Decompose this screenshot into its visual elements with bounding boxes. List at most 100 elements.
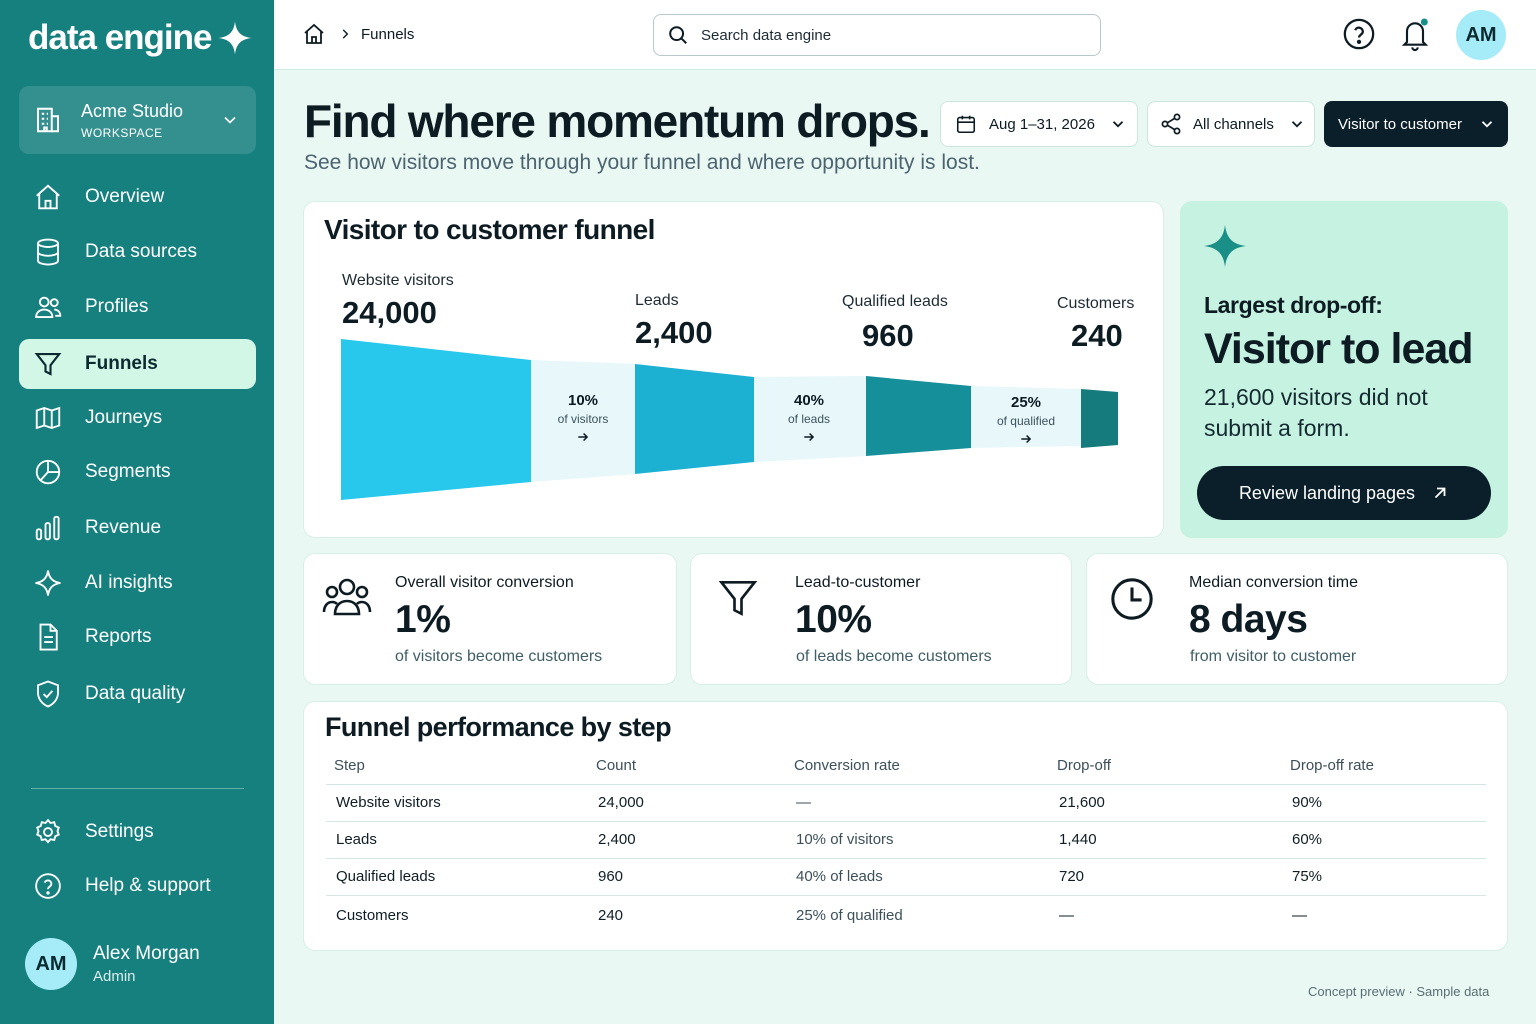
sparkle-icon <box>35 570 61 596</box>
stage-name: Leads <box>635 292 679 309</box>
nav-item-segments[interactable]: Segments <box>19 447 256 497</box>
conversion-basis: of visitors <box>557 412 609 426</box>
nav-item-data-sources[interactable]: Data sources <box>19 227 256 277</box>
table-row[interactable]: Qualified leads 960 40% of leads 720 75% <box>326 858 1486 896</box>
insight-card: Largest drop-off: Visitor to lead 21,600… <box>1180 201 1508 538</box>
help-icon[interactable] <box>1342 17 1376 51</box>
search-box[interactable] <box>653 14 1101 56</box>
workspace-name: Acme Studio <box>81 100 184 121</box>
table-cell: 240 <box>598 906 624 924</box>
kpi-card-overall-conversion: Overall visitor conversion 1% of visitor… <box>303 553 677 685</box>
nav-label: AI insights <box>85 572 173 593</box>
nav-item-overview[interactable]: Overview <box>19 172 256 222</box>
kpi-subtext: of visitors become customers <box>395 648 603 665</box>
database-icon <box>37 238 59 266</box>
bell-icon[interactable] <box>1399 16 1431 52</box>
stage-value: 2,400 <box>635 315 713 350</box>
funnel-selector-label: Visitor to customer <box>1338 115 1462 133</box>
funnel-stage-qualified-leads[interactable] <box>866 376 971 456</box>
map-icon <box>35 406 61 430</box>
avatar[interactable]: AM <box>1456 10 1506 60</box>
sparkle-icon <box>1203 224 1247 268</box>
insight-kicker: Largest drop-off: <box>1204 292 1383 318</box>
funnel-chart <box>341 339 1118 500</box>
workspace-switcher[interactable]: Acme Studio WORKSPACE <box>19 86 256 154</box>
table-cell: 720 <box>1049 858 1282 896</box>
kpi-label: Overall visitor conversion <box>395 574 574 591</box>
column-header[interactable]: Count <box>588 748 786 785</box>
table-cell: — <box>786 784 1049 822</box>
channel-filter[interactable]: All channels <box>1147 101 1315 147</box>
table-cell: 90% <box>1282 784 1486 822</box>
top-bar: Funnels AM <box>274 0 1536 70</box>
breadcrumb[interactable]: Funnels <box>361 26 415 43</box>
table-row[interactable]: Customers 240 25% of qualified — — <box>326 895 1486 935</box>
user-profile[interactable]: AM Alex Morgan Admin <box>25 938 200 990</box>
funnel-stage-leads[interactable] <box>635 364 754 474</box>
nav-label: Overview <box>85 186 165 207</box>
stage-value: 240 <box>1071 318 1123 353</box>
footer-note: Concept preview · Sample data <box>1308 984 1490 999</box>
funnel-stage-customers[interactable] <box>1081 389 1118 448</box>
table-row[interactable]: Leads 2,400 10% of visitors 1,440 60% <box>326 821 1486 859</box>
nav-item-reports[interactable]: Reports <box>19 612 256 662</box>
table-cell: 24,000 <box>588 784 786 822</box>
brand-name: data engine <box>28 18 212 57</box>
sparkle-icon <box>218 21 252 55</box>
nav-item-help-support[interactable]: Help & support <box>19 861 256 911</box>
home-icon[interactable] <box>302 22 326 46</box>
brand-logo[interactable]: data engine <box>28 18 253 58</box>
nav-item-ai-insights[interactable]: AI insights <box>19 558 256 608</box>
share-icon <box>1161 113 1181 135</box>
column-header[interactable]: Conversion rate <box>786 748 1049 785</box>
funnel-connector-2 <box>754 376 866 462</box>
table-cell: Leads <box>326 821 588 859</box>
users-icon <box>35 296 62 318</box>
column-header[interactable]: Drop-off rate <box>1282 748 1486 785</box>
user-role: Admin <box>93 968 136 985</box>
kpi-card-lead-to-customer: Lead-to-customer 10% of leads become cus… <box>690 553 1072 685</box>
column-header[interactable]: Step <box>326 748 588 785</box>
conversion-basis: of leads <box>787 412 831 426</box>
nav-item-funnels[interactable]: Funnels <box>19 339 256 389</box>
date-range-filter[interactable]: Aug 1–31, 2026 <box>940 101 1138 147</box>
column-header[interactable]: Drop-off <box>1049 748 1282 785</box>
review-landing-pages-button[interactable]: Review landing pages <box>1197 466 1491 520</box>
table-cell: Customers <box>336 906 409 924</box>
chevron-down-icon <box>1112 121 1124 128</box>
calendar-icon <box>956 115 976 134</box>
users-group-icon <box>322 578 372 616</box>
table-title: Funnel performance by step <box>325 712 672 742</box>
nav-item-revenue[interactable]: Revenue <box>19 503 256 553</box>
stage-name: Customers <box>1057 295 1135 312</box>
chevron-down-icon <box>224 116 236 124</box>
arrow-right-icon <box>804 432 815 442</box>
kpi-value: 8 days <box>1189 598 1308 641</box>
conversion-basis: of qualified <box>996 414 1056 428</box>
table-cell: — <box>1059 906 1074 924</box>
funnel-stage-website-visitors[interactable] <box>341 339 531 500</box>
button-label: Review landing pages <box>1238 482 1416 503</box>
channel-label: All channels <box>1193 115 1274 133</box>
nav-item-settings[interactable]: Settings <box>19 807 256 857</box>
kpi-subtext: of leads become customers <box>796 648 992 665</box>
nav-label: Profiles <box>85 296 149 317</box>
search-icon <box>669 26 687 44</box>
conversion-rate: 40% <box>793 392 825 409</box>
search-input[interactable] <box>701 26 1081 44</box>
table-cell: 21,600 <box>1049 784 1282 822</box>
table-cell: 25% of qualified <box>796 906 903 924</box>
date-range-label: Aug 1–31, 2026 <box>989 115 1095 133</box>
nav-item-profiles[interactable]: Profiles <box>19 282 256 332</box>
insight-body: 21,600 visitors did not submit a form. <box>1204 384 1428 441</box>
table-row[interactable]: Website visitors 24,000 — 21,600 90% <box>326 784 1486 822</box>
pie-icon <box>35 459 61 485</box>
arrow-right-icon <box>578 432 589 442</box>
funnel-icon <box>718 580 758 616</box>
nav-label: Settings <box>85 821 154 842</box>
table-cell: Website visitors <box>326 784 588 822</box>
nav-label: Help & support <box>85 875 211 896</box>
nav-item-journeys[interactable]: Journeys <box>19 393 256 443</box>
nav-item-data-quality[interactable]: Data quality <box>19 669 256 719</box>
funnel-selector[interactable]: Visitor to customer <box>1324 101 1508 147</box>
